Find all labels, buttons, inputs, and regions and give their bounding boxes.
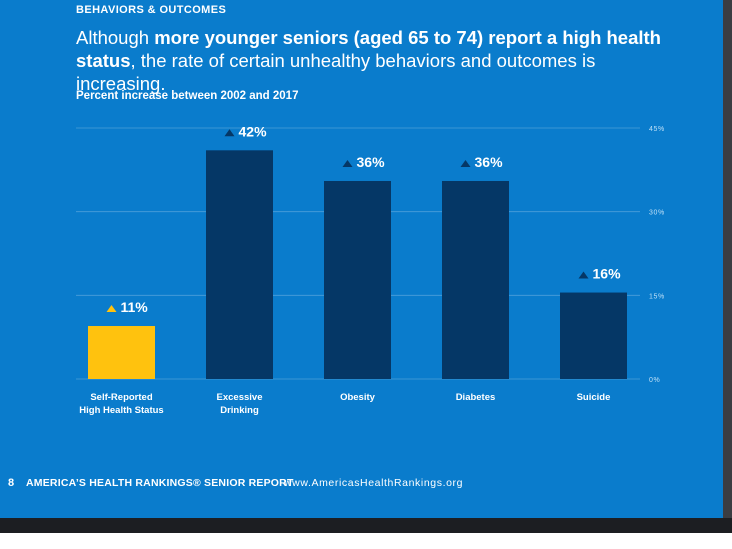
x-tick-label: High Health Status [79,405,163,416]
data-label: 36% [475,154,504,170]
x-tick-label: Diabetes [456,392,496,403]
bottom-margin [0,533,732,549]
y-tick-label: 0% [649,377,660,384]
headline-pre: Although [76,27,155,48]
report-url: www.AmericasHealthRankings.org [284,477,464,489]
up-triangle-icon [578,271,589,279]
x-tick-label: Excessive [217,392,263,403]
bar [88,326,155,379]
page-edge [723,0,732,518]
chart-subtitle: Percent increase between 2002 and 2017 [76,90,299,102]
data-label: 42% [239,123,268,139]
data-label: 11% [121,299,149,315]
x-tick-label: Drinking [220,405,259,416]
bottom-bar [0,518,732,533]
headline-post: , the rate of certain unhealthy behavior… [76,50,596,94]
page-number: 8 [8,477,15,489]
data-label: 36% [357,154,386,170]
up-triangle-icon [342,159,353,167]
bar [560,292,627,379]
bar [324,180,391,379]
bar [442,180,509,379]
x-tick-label: Self-Reported [90,392,152,403]
y-tick-label: 45% [649,126,665,133]
y-tick-label: 15% [649,293,665,300]
section-label: BEHAVIORS & OUTCOMES [76,4,227,16]
up-triangle-icon [106,305,117,313]
y-tick-label: 30% [649,210,665,217]
up-triangle-icon [224,129,235,137]
bar-chart: 0% 15% 30% 45% 11% Self-Reported High Health S… [76,123,665,416]
report-title: AMERICA’S HEALTH RANKINGS® SENIOR REPORT [26,477,294,489]
headline: Although more younger seniors (aged 65 t… [76,26,676,95]
bar [206,150,273,379]
headline-bold: more younger seniors (aged 65 to 74) rep… [76,27,661,71]
x-tick-label: Obesity [340,392,376,403]
data-label: 16% [593,266,622,282]
x-tick-label: Suicide [577,392,611,403]
up-triangle-icon [460,159,471,167]
